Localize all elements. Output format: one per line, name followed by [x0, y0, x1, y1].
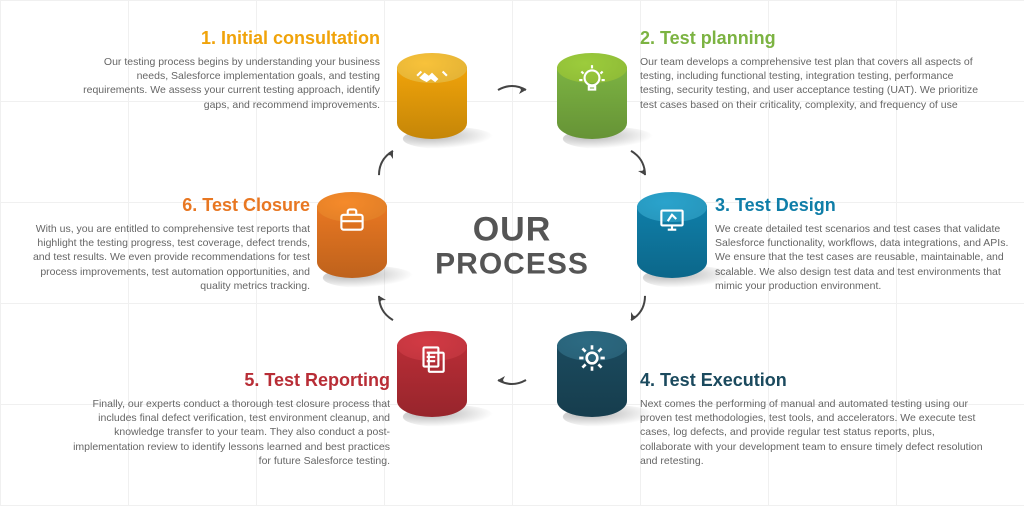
step6-desc: With us, you are entitled to comprehensi…	[20, 222, 310, 293]
briefcase-icon	[333, 200, 371, 238]
step6-text: 6. Test Closure With us, you are entitled…	[20, 195, 310, 293]
step4-cylinder	[557, 331, 627, 417]
step4-text: 4. Test Execution Next comes the performi…	[640, 370, 985, 468]
step4-title: 4. Test Execution	[640, 370, 985, 391]
flow-arrow-1	[490, 68, 534, 112]
step3-desc: We create detailed test scenarios and te…	[715, 222, 1010, 293]
step3-cylinder	[637, 192, 707, 278]
handshake-icon	[413, 61, 451, 99]
step1-text: 1. Initial consultation Our testing proce…	[80, 28, 380, 112]
step1-title: 1. Initial consultation	[80, 28, 380, 49]
bulb-icon	[573, 61, 611, 99]
center-title-line1: OUR	[435, 213, 589, 249]
step2-desc: Our team develops a comprehensive test p…	[640, 55, 980, 112]
step6-title: 6. Test Closure	[20, 195, 310, 216]
step2-cylinder	[557, 53, 627, 139]
step5-desc: Finally, our experts conduct a thorough …	[60, 397, 390, 468]
step1-desc: Our testing process begins by understand…	[80, 55, 380, 112]
flow-arrow-3	[616, 286, 660, 330]
step1-cylinder	[397, 53, 467, 139]
report-icon	[413, 339, 451, 377]
gear-icon	[573, 339, 611, 377]
step3-text: 3. Test Design We create detailed test sc…	[715, 195, 1010, 293]
step4-desc: Next comes the performing of manual and …	[640, 397, 985, 468]
step5-cylinder	[397, 331, 467, 417]
design-icon	[653, 200, 691, 238]
step2-text: 2. Test planning Our team develops a comp…	[640, 28, 980, 112]
flow-arrow-5	[364, 286, 408, 330]
step5-title: 5. Test Reporting	[60, 370, 390, 391]
flow-arrow-4	[490, 358, 534, 402]
step2-title: 2. Test planning	[640, 28, 980, 49]
step3-title: 3. Test Design	[715, 195, 1010, 216]
step5-text: 5. Test Reporting Finally, our experts co…	[60, 370, 390, 468]
step6-cylinder	[317, 192, 387, 278]
flow-arrow-6	[364, 141, 408, 185]
center-title: OUR PROCESS	[435, 213, 589, 280]
center-title-line2: PROCESS	[435, 248, 589, 280]
